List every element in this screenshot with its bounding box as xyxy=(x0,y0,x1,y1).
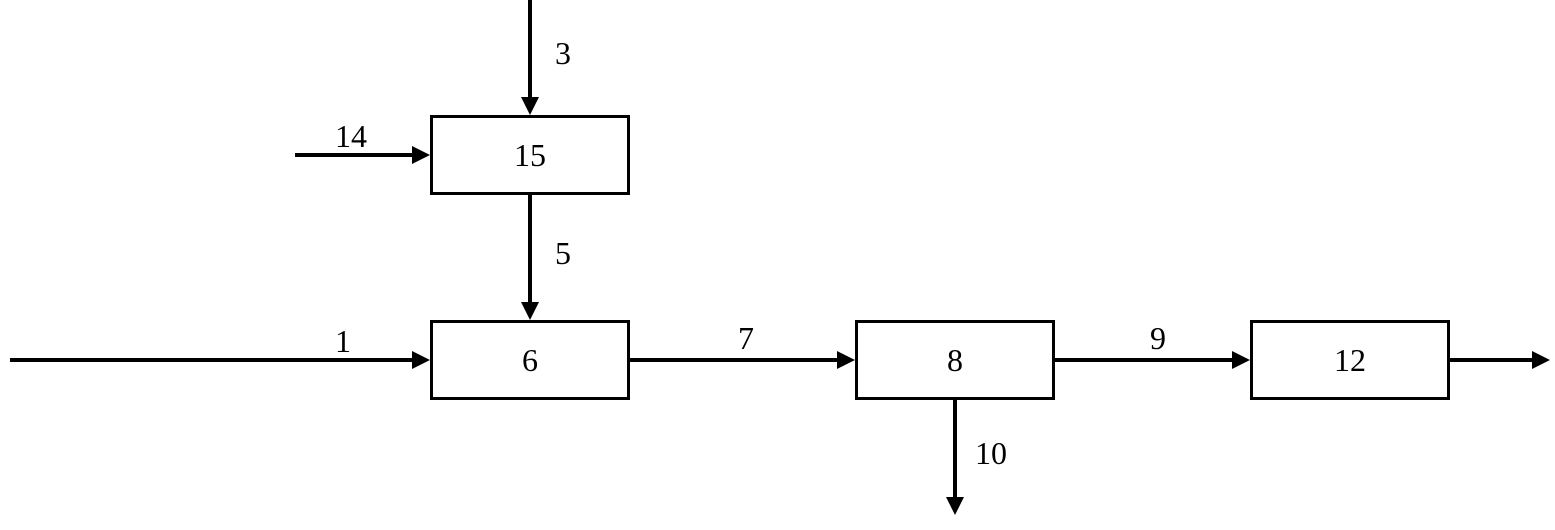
edge-1-arrow xyxy=(412,351,430,369)
edge-10-label: 10 xyxy=(975,435,1007,472)
node-label: 6 xyxy=(522,342,538,379)
edge-9-arrow xyxy=(1232,351,1250,369)
edge-5-arrow xyxy=(521,302,539,320)
edge-9-label: 9 xyxy=(1150,320,1166,357)
node-8: 8 xyxy=(855,320,1055,400)
edge-10-arrow xyxy=(946,497,964,515)
node-label: 12 xyxy=(1334,342,1366,379)
edge-10-line xyxy=(953,400,957,500)
node-12: 12 xyxy=(1250,320,1450,400)
node-label: 15 xyxy=(514,137,546,174)
node-15: 15 xyxy=(430,115,630,195)
edge-3-arrow xyxy=(521,97,539,115)
edge-1-line xyxy=(10,358,415,362)
edge-5-line xyxy=(528,195,532,305)
edge-out-arrow xyxy=(1532,351,1550,369)
edge-3-line xyxy=(528,0,532,100)
node-6: 6 xyxy=(430,320,630,400)
edge-9-line xyxy=(1055,358,1235,362)
edge-5-label: 5 xyxy=(555,235,571,272)
edge-14-label: 14 xyxy=(335,118,367,155)
edge-1-label: 1 xyxy=(335,323,351,360)
edge-7-arrow xyxy=(837,351,855,369)
edge-3-label: 3 xyxy=(555,35,571,72)
node-label: 8 xyxy=(947,342,963,379)
edge-out-line xyxy=(1450,358,1535,362)
edge-7-label: 7 xyxy=(738,320,754,357)
edge-7-line xyxy=(630,358,840,362)
edge-14-arrow xyxy=(412,146,430,164)
